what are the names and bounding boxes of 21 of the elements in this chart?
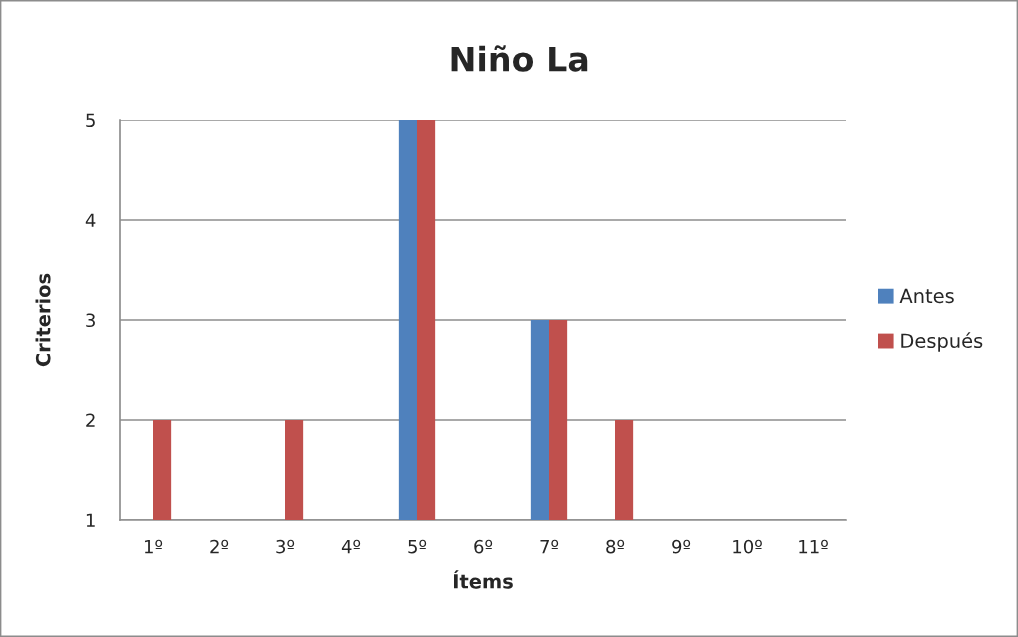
- x-tick-label: 4º: [341, 539, 361, 554]
- x-tick-label: 9º: [672, 539, 691, 554]
- y-tick-label: 4: [85, 213, 96, 227]
- x-tick-label: 7º: [540, 539, 559, 554]
- y-tick-label: 1: [86, 513, 95, 527]
- chart-title: Niño La: [451, 45, 588, 72]
- x-axis-title: Ítems: [454, 570, 513, 589]
- x-tick-label: 8º: [606, 539, 625, 554]
- x-tick-label: 3º: [276, 539, 295, 554]
- x-tick-label: 2º: [210, 539, 229, 554]
- y-axis-title: Criterios: [35, 273, 51, 367]
- x-tick-label: 1º: [144, 539, 163, 554]
- x-tick-label: 10º: [733, 539, 762, 554]
- x-tick-label: 5º: [408, 539, 427, 554]
- y-tick-label: 2: [86, 413, 95, 427]
- legend-label: Antes: [899, 288, 954, 304]
- y-tick-label: 3: [86, 313, 95, 328]
- x-tick-label: 11º: [799, 539, 828, 554]
- x-tick-label: 6º: [474, 539, 493, 554]
- legend-label: Después: [901, 332, 983, 352]
- y-tick-label: 5: [86, 113, 95, 128]
